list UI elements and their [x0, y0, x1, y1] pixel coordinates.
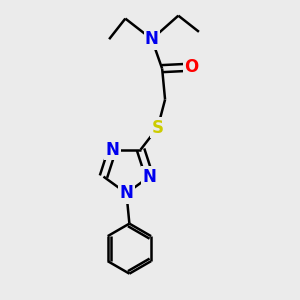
Text: N: N [119, 184, 134, 202]
Text: N: N [142, 168, 156, 186]
Text: N: N [105, 141, 119, 159]
Text: S: S [152, 118, 164, 136]
Text: N: N [145, 30, 159, 48]
Text: O: O [184, 58, 199, 76]
